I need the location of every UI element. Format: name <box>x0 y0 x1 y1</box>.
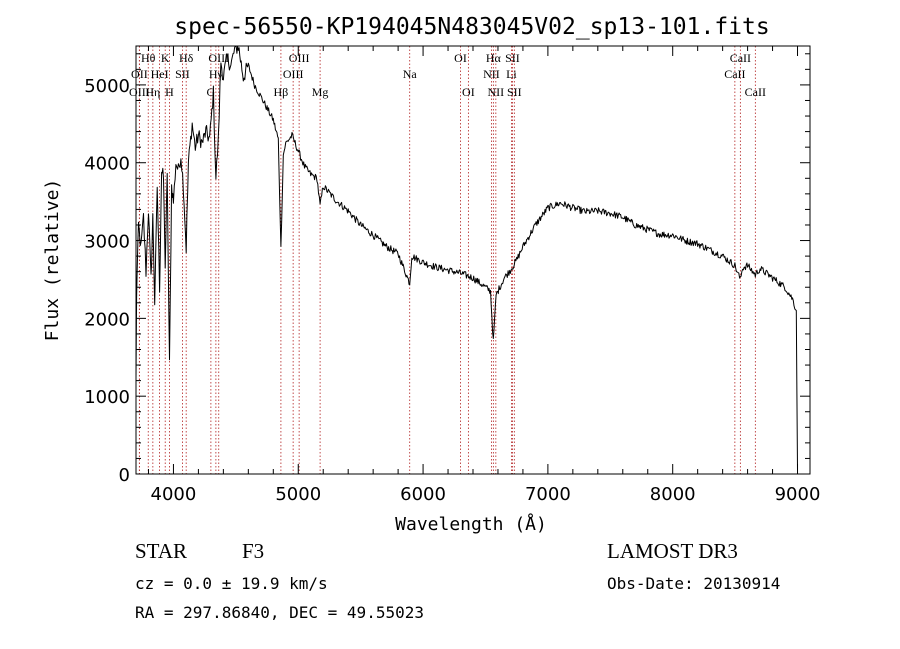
x-tick-label: 8000 <box>650 484 696 505</box>
spectral-line-label: NII <box>483 67 500 81</box>
spectral-line-label: G <box>207 85 216 99</box>
x-axis-label: Wavelength (Å) <box>395 513 547 535</box>
spectral-line-labels: HθOIIOIIIHηHeIKHSIIHδGHγOIIIHβOIIIOIIIMg… <box>129 51 766 99</box>
spectral-line-label: OIII <box>283 67 304 81</box>
y-tick-label: 3000 <box>84 232 130 253</box>
spectral-line-label: Hθ <box>141 51 156 65</box>
spectral-line-label: Na <box>403 67 418 81</box>
spectral-line-label: HeI <box>151 67 169 81</box>
y-tick-label: 2000 <box>84 309 130 330</box>
spectral-line-label: SII <box>505 51 520 65</box>
y-tick-label: 5000 <box>84 76 130 97</box>
object-class: STAR <box>135 539 187 563</box>
observation-date: Obs-Date: 20130914 <box>607 574 781 593</box>
spectrum-line <box>135 45 798 471</box>
chart-title: spec-56550-KP194045N483045V02_sp13-101.f… <box>174 14 769 40</box>
spectral-line-label: SII <box>507 85 522 99</box>
y-axis-label: Flux (relative) <box>42 179 63 342</box>
y-tick-label: 4000 <box>84 154 130 175</box>
spectral-line-label: Hβ <box>274 85 289 99</box>
spectral-line-label: NII <box>488 85 505 99</box>
spectral-line-label: K <box>161 51 170 65</box>
plot-axes: 4000 5000 6000 7000 8000 9000 0 1000 2000 3000 400… <box>84 45 821 505</box>
survey-name: LAMOST DR3 <box>607 539 738 563</box>
x-tick-label: 9000 <box>775 484 821 505</box>
coordinates-readout: RA = 297.86840, DEC = 49.55023 <box>135 603 424 622</box>
spectral-line-label: OIII <box>208 51 229 65</box>
spectral-line-label: OI <box>462 85 475 99</box>
spectral-line-markers <box>138 46 756 474</box>
spectral-line-label: CaII <box>745 85 766 99</box>
spectral-line-label: CaII <box>730 51 751 65</box>
spectral-line-label: OIII <box>289 51 310 65</box>
spectral-line-label: OIII <box>129 85 150 99</box>
spectral-line-label: H <box>165 85 174 99</box>
spectral-line-label: SII <box>175 67 190 81</box>
spectral-line-label: Hδ <box>179 51 194 65</box>
spectral-line-label: Hη <box>145 85 160 99</box>
redshift-readout: cz = 0.0 ± 19.9 km/s <box>135 574 328 593</box>
x-tick-label: 4000 <box>151 484 197 505</box>
spectral-line-label: OI <box>454 51 467 65</box>
x-tick-label: 5000 <box>275 484 321 505</box>
x-tick-label: 7000 <box>525 484 571 505</box>
x-tick-label: 6000 <box>400 484 446 505</box>
y-tick-label: 1000 <box>84 387 130 408</box>
spectral-line-label: CaII <box>724 67 745 81</box>
object-subclass: F3 <box>242 539 265 563</box>
spectral-line-label: Hα <box>486 51 502 65</box>
spectrum-series <box>135 45 798 471</box>
plot-frame <box>135 45 811 475</box>
y-tick-label: 0 <box>119 465 130 486</box>
spectral-line-label: OII <box>131 67 148 81</box>
spectral-line-label: Mg <box>312 85 329 99</box>
spectral-line-label: Li <box>506 67 517 81</box>
spectral-line-label: Hγ <box>209 67 224 81</box>
